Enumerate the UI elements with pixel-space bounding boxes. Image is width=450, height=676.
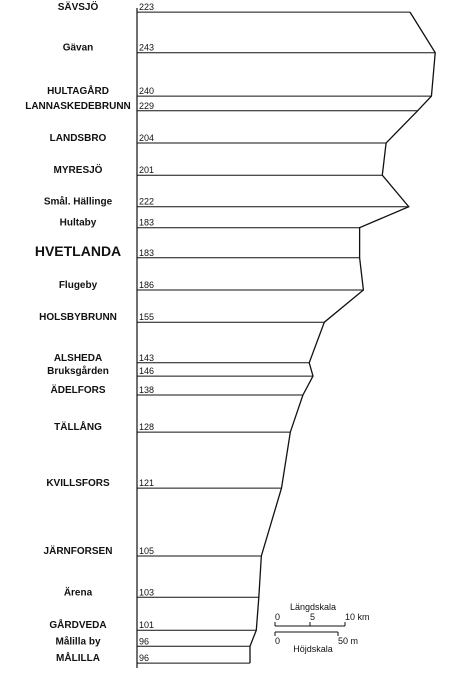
station-name: Flugeby: [59, 280, 98, 291]
station-name: HVETLANDA: [35, 243, 121, 259]
elevation-label: 101: [139, 620, 154, 630]
elevation-label: 138: [139, 385, 154, 395]
elevation-label: 146: [139, 366, 154, 376]
station-name: SÄVSJÖ: [58, 0, 99, 13]
station-name: Smål. Hällinge: [44, 196, 113, 208]
station-name: KVILLSFORS: [46, 478, 110, 489]
profile-line: [249, 11, 436, 664]
station-name: LANNASKEDEBRUNN: [25, 101, 131, 112]
station-name: MYRESJÖ: [54, 163, 103, 176]
station-name: HULTAGÅRD: [47, 84, 109, 97]
station-name: LANDSBRO: [50, 133, 107, 144]
elevation-label: 183: [139, 218, 154, 228]
station-name: Bruksgården: [47, 365, 109, 377]
station-name: ALSHEDA: [54, 353, 102, 364]
station-name: TÄLLÅNG: [54, 420, 102, 433]
station-name: Hultaby: [60, 218, 97, 229]
elevation-label: 183: [139, 248, 154, 258]
elevation-label: 186: [139, 280, 154, 290]
station-name: Gävan: [63, 43, 94, 54]
elevation-label: 201: [139, 165, 154, 175]
elevation-label: 229: [139, 101, 154, 111]
station-name: MÅLILLA: [56, 651, 100, 664]
station-name: JÄRNFORSEN: [44, 544, 113, 557]
elevation-label: 121: [139, 478, 154, 488]
elevation-label: 223: [139, 2, 154, 12]
elevation-label: 96: [139, 653, 149, 663]
station-name: Målilla by: [55, 635, 100, 647]
station-name: HOLSBYBRUNN: [39, 312, 117, 323]
station-name: Ärena: [64, 585, 93, 598]
elevation-label: 103: [139, 587, 154, 597]
elevation-label: 243: [139, 43, 154, 53]
elevation-label: 155: [139, 312, 154, 322]
scale-tick-label: 50 m: [338, 636, 358, 646]
elevation-label: 96: [139, 636, 149, 646]
scale-tick-label: 0: [275, 636, 280, 646]
scale-tick-label: 0: [275, 612, 280, 622]
elevation-label: 204: [139, 133, 154, 143]
elevation-label: 240: [139, 86, 154, 96]
height-scale-title: Höjdskala: [293, 644, 333, 654]
elevation-label: 222: [139, 197, 154, 207]
station-name: ÄDELFORS: [51, 383, 106, 396]
scale-tick-label: 10 km: [345, 612, 370, 622]
scale-tick-label: 5: [310, 612, 315, 622]
elevation-label: 143: [139, 353, 154, 363]
elevation-label: 105: [139, 546, 154, 556]
length-scale-title: Längdskala: [290, 602, 336, 612]
station-name: GÅRDVEDA: [49, 618, 106, 631]
elevation-label: 128: [139, 422, 154, 432]
